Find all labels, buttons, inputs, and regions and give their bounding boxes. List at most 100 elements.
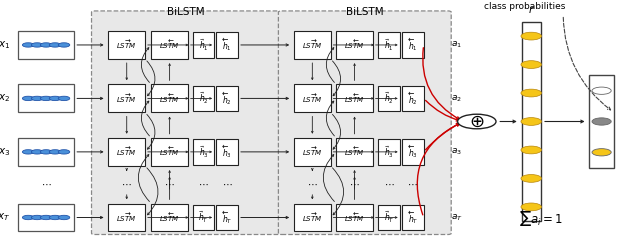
Bar — [18, 31, 74, 59]
Bar — [522, 22, 541, 221]
Circle shape — [49, 215, 61, 220]
Text: $\overleftarrow{h}_{T}$: $\overleftarrow{h}_{T}$ — [222, 209, 232, 226]
Circle shape — [58, 96, 70, 101]
Text: $\overrightarrow{LSTM}$: $\overrightarrow{LSTM}$ — [116, 211, 137, 224]
Bar — [152, 203, 188, 231]
Text: $\overleftarrow{LSTM}$: $\overleftarrow{LSTM}$ — [159, 38, 180, 52]
Bar — [402, 32, 424, 58]
Bar — [109, 31, 145, 59]
Text: BiLSTM: BiLSTM — [346, 7, 383, 17]
Bar — [152, 85, 188, 112]
Text: $x_{2}$: $x_{2}$ — [0, 93, 10, 104]
Circle shape — [521, 203, 541, 211]
Text: $\vec{h}_{3}$: $\vec{h}_{3}$ — [198, 144, 209, 159]
Text: $\overleftarrow{LSTM}$: $\overleftarrow{LSTM}$ — [344, 211, 365, 224]
Circle shape — [31, 215, 43, 220]
Text: $\vec{h}_{2}$: $\vec{h}_{2}$ — [384, 91, 394, 106]
Text: $\overrightarrow{LSTM}$: $\overrightarrow{LSTM}$ — [302, 211, 323, 224]
Circle shape — [521, 174, 541, 182]
Text: class probabilities: class probabilities — [484, 2, 566, 11]
Circle shape — [58, 43, 70, 47]
Text: $\cdots$: $\cdots$ — [307, 178, 317, 189]
Circle shape — [521, 32, 541, 40]
Text: $\cdots$: $\cdots$ — [222, 178, 232, 189]
Circle shape — [31, 43, 43, 47]
Text: $\overrightarrow{LSTM}$: $\overrightarrow{LSTM}$ — [302, 38, 323, 52]
Bar — [193, 32, 214, 58]
Text: $\overleftarrow{h}_{1}$: $\overleftarrow{h}_{1}$ — [408, 36, 418, 53]
Bar — [294, 203, 331, 231]
Text: $\cdots$: $\cdots$ — [349, 178, 360, 189]
Text: $\overleftarrow{LSTM}$: $\overleftarrow{LSTM}$ — [159, 92, 180, 105]
Text: $\oplus$: $\oplus$ — [469, 113, 484, 130]
Circle shape — [31, 96, 43, 101]
Text: $\overleftarrow{h}_{2}$: $\overleftarrow{h}_{2}$ — [408, 90, 418, 107]
Bar — [402, 205, 424, 230]
Bar — [193, 139, 214, 165]
Bar — [402, 139, 424, 165]
Circle shape — [22, 150, 34, 154]
Text: $\overleftarrow{h}_{T}$: $\overleftarrow{h}_{T}$ — [408, 209, 418, 226]
Bar — [193, 86, 214, 111]
Text: $\cdots$: $\cdots$ — [384, 178, 394, 189]
Bar — [193, 205, 214, 230]
Bar — [18, 138, 74, 166]
Circle shape — [592, 149, 611, 156]
Text: $\overrightarrow{LSTM}$: $\overrightarrow{LSTM}$ — [116, 145, 137, 158]
Text: $\cdots$: $\cdots$ — [122, 178, 132, 189]
Bar — [589, 75, 614, 168]
Text: $\overrightarrow{LSTM}$: $\overrightarrow{LSTM}$ — [302, 92, 323, 105]
FancyBboxPatch shape — [92, 11, 280, 234]
Circle shape — [521, 118, 541, 125]
Circle shape — [49, 43, 61, 47]
Text: $\overleftarrow{h}_{3}$: $\overleftarrow{h}_{3}$ — [408, 143, 418, 160]
Bar — [294, 85, 331, 112]
Text: $a_{1}$: $a_{1}$ — [451, 40, 462, 50]
Circle shape — [22, 43, 34, 47]
Circle shape — [22, 215, 34, 220]
Bar — [378, 86, 400, 111]
Circle shape — [40, 43, 52, 47]
Text: $r$: $r$ — [528, 4, 534, 15]
Text: $x_{T}$: $x_{T}$ — [0, 212, 10, 223]
Bar — [152, 31, 188, 59]
Text: $x_{3}$: $x_{3}$ — [0, 146, 10, 158]
Circle shape — [31, 150, 43, 154]
Bar — [294, 138, 331, 166]
Text: $\vec{h}_{1}$: $\vec{h}_{1}$ — [198, 37, 209, 52]
Text: $a_{3}$: $a_{3}$ — [451, 147, 462, 157]
Text: $\cdots$: $\cdots$ — [198, 178, 209, 189]
Bar — [216, 139, 238, 165]
Bar — [378, 32, 400, 58]
Text: $\overleftarrow{LSTM}$: $\overleftarrow{LSTM}$ — [159, 211, 180, 224]
Circle shape — [58, 215, 70, 220]
Text: $\cdots$: $\cdots$ — [164, 178, 175, 189]
Text: $\overleftarrow{LSTM}$: $\overleftarrow{LSTM}$ — [344, 92, 365, 105]
Text: $a_{T}$: $a_{T}$ — [451, 212, 463, 223]
Text: $\vec{h}_{T}$: $\vec{h}_{T}$ — [198, 210, 209, 225]
Text: $\overrightarrow{LSTM}$: $\overrightarrow{LSTM}$ — [302, 145, 323, 158]
Circle shape — [521, 89, 541, 97]
Text: $\sum a_i = 1$: $\sum a_i = 1$ — [519, 209, 563, 228]
Circle shape — [40, 96, 52, 101]
Circle shape — [521, 146, 541, 154]
FancyBboxPatch shape — [278, 11, 451, 234]
Text: $\overleftarrow{h}_{1}$: $\overleftarrow{h}_{1}$ — [222, 36, 232, 53]
Bar — [18, 85, 74, 112]
Text: $\vec{h}_{2}$: $\vec{h}_{2}$ — [198, 91, 209, 106]
Text: $\overrightarrow{LSTM}$: $\overrightarrow{LSTM}$ — [116, 92, 137, 105]
Bar — [337, 31, 373, 59]
Circle shape — [40, 150, 52, 154]
Bar — [378, 205, 400, 230]
Text: $\overleftarrow{h}_{2}$: $\overleftarrow{h}_{2}$ — [222, 90, 232, 107]
Circle shape — [592, 87, 611, 94]
Bar — [18, 203, 74, 231]
Bar — [109, 85, 145, 112]
Text: $\vec{h}_{3}$: $\vec{h}_{3}$ — [384, 144, 394, 159]
Text: $\vec{h}_{1}$: $\vec{h}_{1}$ — [384, 37, 394, 52]
Bar — [216, 205, 238, 230]
Circle shape — [58, 150, 70, 154]
Circle shape — [592, 118, 611, 125]
Bar — [109, 203, 145, 231]
Text: BiLSTM: BiLSTM — [167, 7, 205, 17]
